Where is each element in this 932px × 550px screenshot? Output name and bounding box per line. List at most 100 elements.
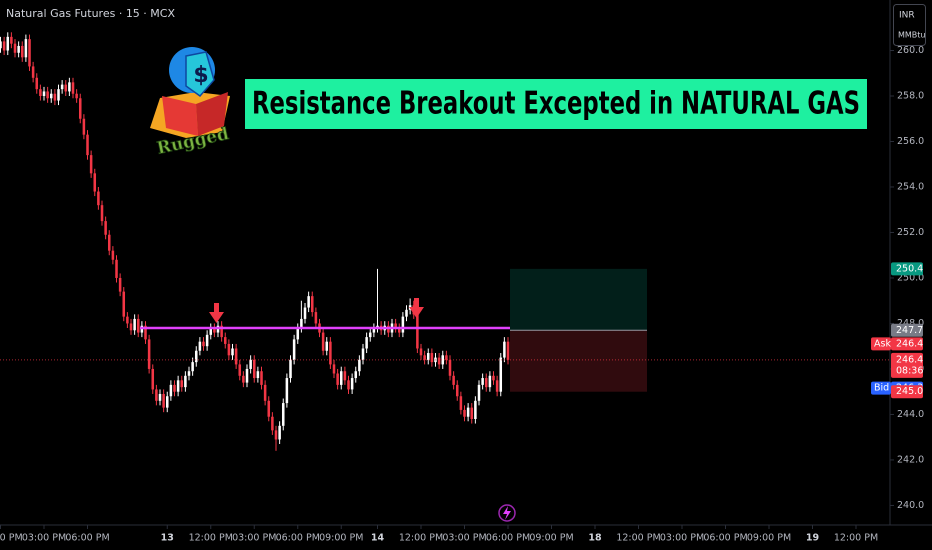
x-tick-label: 03:00 PM: [442, 533, 486, 544]
candle-body: [256, 371, 260, 379]
candle-body: [158, 393, 162, 401]
x-tick-label: 03:00 PM: [22, 533, 66, 544]
candle-body: [263, 384, 267, 401]
candle-body: [347, 380, 350, 390]
candle-body: [191, 362, 194, 372]
candle-body: [136, 318, 140, 333]
candle-body: [194, 350, 198, 363]
candle-body: [448, 359, 452, 376]
candle-body: [477, 384, 481, 401]
stop-zone: [510, 330, 647, 392]
arrow-shaft: [214, 303, 219, 313]
logo-book-left: [162, 96, 198, 136]
y-tick-label: 256.0: [897, 136, 924, 147]
candle-body: [133, 318, 136, 331]
bid-tag: Bid: [874, 383, 889, 394]
candle-body: [343, 371, 347, 381]
candle-body: [82, 118, 86, 135]
candle-body: [503, 341, 506, 358]
alert-icon-ring: [498, 504, 516, 522]
y-tick-label: 254.0: [897, 181, 924, 192]
candle-body: [187, 371, 191, 376]
candle-body: [499, 357, 503, 392]
entry-label-box: [891, 323, 923, 337]
candle-body: [115, 259, 118, 278]
candle-body: [267, 400, 271, 417]
candle-body: [437, 357, 441, 365]
ask-label-box: [891, 337, 923, 351]
candle-body: [100, 205, 104, 222]
y-tick-label: 258.0: [897, 90, 924, 101]
candle-body: [423, 355, 426, 360]
candle-body: [303, 307, 307, 319]
candle-body: [245, 368, 249, 383]
chart-title: Natural Gas Futures · 15 · MCX: [6, 7, 175, 20]
candle-body: [20, 45, 24, 58]
candle-body: [492, 375, 495, 381]
ask-label: 246.4: [896, 338, 923, 349]
candle-body: [452, 375, 455, 385]
position-layer: [510, 268, 647, 392]
candle-body: [129, 323, 133, 331]
candle-body: [107, 234, 111, 251]
y-tick-label: 240.0: [897, 500, 924, 511]
y-tick-label: 244.0: [897, 409, 924, 420]
candle-body: [223, 337, 227, 344]
candle-body: [419, 348, 423, 356]
bid-tag-box: [871, 381, 891, 395]
candle-body: [57, 89, 60, 101]
candles-layer: [0, 32, 510, 451]
x-tick-label: 14: [371, 533, 385, 544]
candle-body: [162, 393, 165, 408]
candle-body: [361, 348, 365, 360]
candle-body: [336, 373, 339, 385]
candle-body: [198, 341, 202, 351]
candle-body: [31, 66, 35, 78]
last-label: 246.4: [896, 354, 923, 365]
y-tick-label: 252.0: [897, 227, 924, 238]
candle-body: [227, 343, 231, 356]
candle-body: [474, 400, 477, 419]
candle-body: [488, 375, 492, 388]
candle-body: [339, 371, 343, 385]
candle-body: [358, 359, 361, 372]
candle-body: [75, 93, 78, 99]
x-tick-label: 12:00 PM: [616, 533, 660, 544]
candle-body: [39, 89, 42, 96]
candle-body: [24, 39, 28, 58]
candle-body: [180, 380, 184, 388]
candle-body: [459, 396, 463, 410]
arrow-head: [209, 312, 224, 323]
candle-body: [242, 375, 245, 383]
last-label-box: [891, 352, 923, 378]
countdown-label: 08:36: [896, 365, 923, 376]
candle-body: [463, 409, 466, 417]
candle-body: [426, 353, 430, 360]
currency: INR: [899, 11, 915, 21]
candle-body: [278, 425, 281, 440]
candle-body: [372, 328, 376, 333]
ask-tag-box: [871, 337, 891, 351]
candle-body: [354, 371, 358, 379]
candle-body: [122, 291, 126, 317]
candle-body: [260, 371, 263, 385]
candle-body: [271, 416, 274, 431]
candle-body: [329, 341, 332, 365]
candle-body: [506, 341, 510, 360]
currency-box[interactable]: [893, 4, 926, 46]
candle-body: [35, 77, 39, 90]
candle-body: [155, 389, 158, 401]
candle-body: [484, 378, 488, 388]
candle-body: [401, 316, 405, 333]
price-labels-layer: 250.4247.7Ask246.4246.408:36Bid246.3245.…: [871, 262, 923, 399]
x-tick-label: 12:00 PM: [189, 533, 233, 544]
candle-body: [274, 430, 278, 440]
candle-body: [405, 309, 408, 317]
candle-body: [445, 355, 448, 360]
candle-body: [325, 341, 329, 351]
candle-body: [365, 337, 368, 349]
candle-body: [252, 359, 256, 379]
x-tick-label: 12:00 PM: [834, 533, 878, 544]
candle-body: [147, 339, 151, 369]
alert-icon[interactable]: [498, 504, 516, 522]
